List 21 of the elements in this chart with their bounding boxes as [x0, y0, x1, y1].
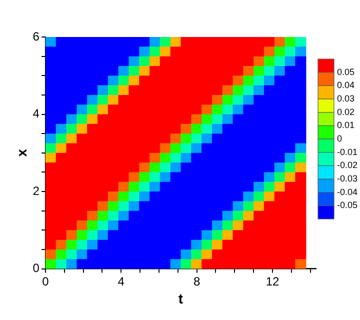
color-bar-label: 0.01 [337, 120, 355, 130]
color-bar-label: -0.02 [337, 160, 358, 170]
color-bar-label: 0.02 [337, 106, 355, 117]
x-tick-label: 4 [118, 274, 125, 288]
color-bar-label: -0.04 [337, 186, 358, 197]
color-bar-label: 0.03 [337, 93, 355, 104]
y-tick-label: 6 [32, 29, 40, 44]
x-tick-label: 8 [193, 274, 200, 288]
color-bar-label: -0.05 [337, 200, 358, 210]
color-bar-label: 0.05 [337, 66, 355, 77]
y-axis-title: x [13, 148, 30, 157]
color-bar-label: -0.01 [337, 146, 358, 157]
color-bar-label: 0.04 [337, 80, 355, 90]
x-tick-label: 12 [266, 274, 280, 288]
y-tick-label: 4 [32, 106, 40, 121]
x-axis-title: t [178, 290, 184, 306]
color-bar-label: -0.03 [337, 173, 358, 184]
y-tick-label: 0 [32, 261, 40, 276]
y-tick-label: 2 [32, 184, 40, 198]
color-bar-label: 0 [337, 133, 342, 144]
x-tick-label: 0 [42, 274, 50, 288]
